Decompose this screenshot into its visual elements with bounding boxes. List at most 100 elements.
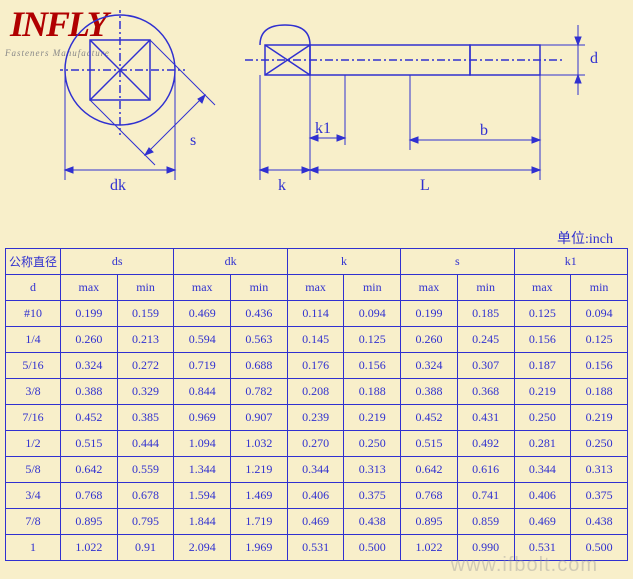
cell-value: 0.375 — [571, 483, 628, 509]
table-row: 7/160.4520.3850.9690.9070.2390.2190.4520… — [6, 405, 628, 431]
cell-value: 0.616 — [457, 457, 514, 483]
cell-value: 0.844 — [174, 379, 231, 405]
cell-value: 0.438 — [571, 509, 628, 535]
cell-value: 0.114 — [287, 301, 344, 327]
dimension-table: 公称直径 ds dk k s k1 d max min max min max … — [5, 248, 628, 561]
label-d: d — [590, 50, 598, 67]
cell-value: 0.270 — [287, 431, 344, 457]
header-min: min — [457, 275, 514, 301]
header-max: max — [61, 275, 118, 301]
cell-value: 0.219 — [571, 405, 628, 431]
cell-value: 0.895 — [61, 509, 118, 535]
cell-value: 0.795 — [117, 509, 174, 535]
cell-value: 0.125 — [571, 327, 628, 353]
cell-value: 1.594 — [174, 483, 231, 509]
cell-value: 0.344 — [287, 457, 344, 483]
cell-value: 0.452 — [61, 405, 118, 431]
cell-value: 1.032 — [231, 431, 288, 457]
cell-value: 0.500 — [344, 535, 401, 561]
cell-value: 0.469 — [287, 509, 344, 535]
cell-value: 0.531 — [287, 535, 344, 561]
cell-value: 0.388 — [401, 379, 458, 405]
label-k: k — [278, 177, 286, 194]
cell-value: 0.642 — [61, 457, 118, 483]
cell-value: 0.469 — [174, 301, 231, 327]
cell-value: 0.156 — [514, 327, 571, 353]
table-row: 5/80.6420.5591.3441.2190.3440.3130.6420.… — [6, 457, 628, 483]
cell-d: 5/8 — [6, 457, 61, 483]
cell-value: 0.250 — [344, 431, 401, 457]
label-s: s — [190, 132, 196, 149]
header-s: s — [401, 249, 514, 275]
cell-value: 1.719 — [231, 509, 288, 535]
header-max: max — [514, 275, 571, 301]
cell-value: 0.199 — [61, 301, 118, 327]
cell-d: 7/8 — [6, 509, 61, 535]
cell-value: 0.969 — [174, 405, 231, 431]
table-row: 5/160.3240.2720.7190.6880.1760.1560.3240… — [6, 353, 628, 379]
cell-value: 1.344 — [174, 457, 231, 483]
cell-value: 0.385 — [117, 405, 174, 431]
header-max: max — [174, 275, 231, 301]
cell-value: 0.782 — [231, 379, 288, 405]
cell-value: 1.022 — [61, 535, 118, 561]
cell-value: 0.213 — [117, 327, 174, 353]
table-row: 1/20.5150.4441.0941.0320.2700.2500.5150.… — [6, 431, 628, 457]
cell-value: 0.094 — [571, 301, 628, 327]
cell-value: 0.444 — [117, 431, 174, 457]
cell-d: 3/8 — [6, 379, 61, 405]
header-min: min — [571, 275, 628, 301]
table-header-row-2: d max min max min max min max min max mi… — [6, 275, 628, 301]
cell-value: 0.559 — [117, 457, 174, 483]
cell-value: 0.260 — [401, 327, 458, 353]
cell-value: 0.176 — [287, 353, 344, 379]
cell-value: 0.185 — [457, 301, 514, 327]
cell-value: 0.307 — [457, 353, 514, 379]
table-row: #100.1990.1590.4690.4360.1140.0940.1990.… — [6, 301, 628, 327]
table-row: 3/40.7680.6781.5941.4690.4060.3750.7680.… — [6, 483, 628, 509]
cell-value: 0.406 — [287, 483, 344, 509]
cell-value: 0.219 — [514, 379, 571, 405]
cell-value: 0.260 — [61, 327, 118, 353]
cell-value: 1.022 — [401, 535, 458, 561]
cell-value: 0.406 — [514, 483, 571, 509]
label-L: L — [420, 177, 430, 194]
cell-value: 0.125 — [514, 301, 571, 327]
label-k1: k1 — [315, 120, 331, 137]
cell-value: 1.969 — [231, 535, 288, 561]
cell-value: 1.094 — [174, 431, 231, 457]
cell-value: 0.188 — [344, 379, 401, 405]
cell-d: 1 — [6, 535, 61, 561]
cell-value: 0.239 — [287, 405, 344, 431]
table-header-row-1: 公称直径 ds dk k s k1 — [6, 249, 628, 275]
cell-value: 0.188 — [571, 379, 628, 405]
cell-value: 0.678 — [117, 483, 174, 509]
cell-value: 0.719 — [174, 353, 231, 379]
cell-value: 1.844 — [174, 509, 231, 535]
table-row: 3/80.3880.3290.8440.7820.2080.1880.3880.… — [6, 379, 628, 405]
bolt-diagram: dk s k k1 L b d — [60, 10, 610, 210]
cell-value: 0.219 — [344, 405, 401, 431]
cell-value: 1.219 — [231, 457, 288, 483]
header-d: d — [6, 275, 61, 301]
cell-value: 0.907 — [231, 405, 288, 431]
cell-value: 2.094 — [174, 535, 231, 561]
label-b: b — [480, 122, 488, 139]
cell-value: 0.515 — [61, 431, 118, 457]
header-min: min — [344, 275, 401, 301]
cell-value: 0.156 — [571, 353, 628, 379]
cell-d: 1/2 — [6, 431, 61, 457]
cell-d: #10 — [6, 301, 61, 327]
cell-value: 0.594 — [174, 327, 231, 353]
header-nominal-dia: 公称直径 — [6, 249, 61, 275]
cell-value: 0.313 — [571, 457, 628, 483]
table-row: 1/40.2600.2130.5940.5630.1450.1250.2600.… — [6, 327, 628, 353]
cell-value: 0.431 — [457, 405, 514, 431]
header-max: max — [287, 275, 344, 301]
header-k: k — [287, 249, 400, 275]
cell-value: 0.91 — [117, 535, 174, 561]
cell-value: 0.492 — [457, 431, 514, 457]
label-dk: dk — [110, 177, 126, 194]
cell-value: 0.313 — [344, 457, 401, 483]
unit-label: 单位:inch — [557, 228, 613, 248]
